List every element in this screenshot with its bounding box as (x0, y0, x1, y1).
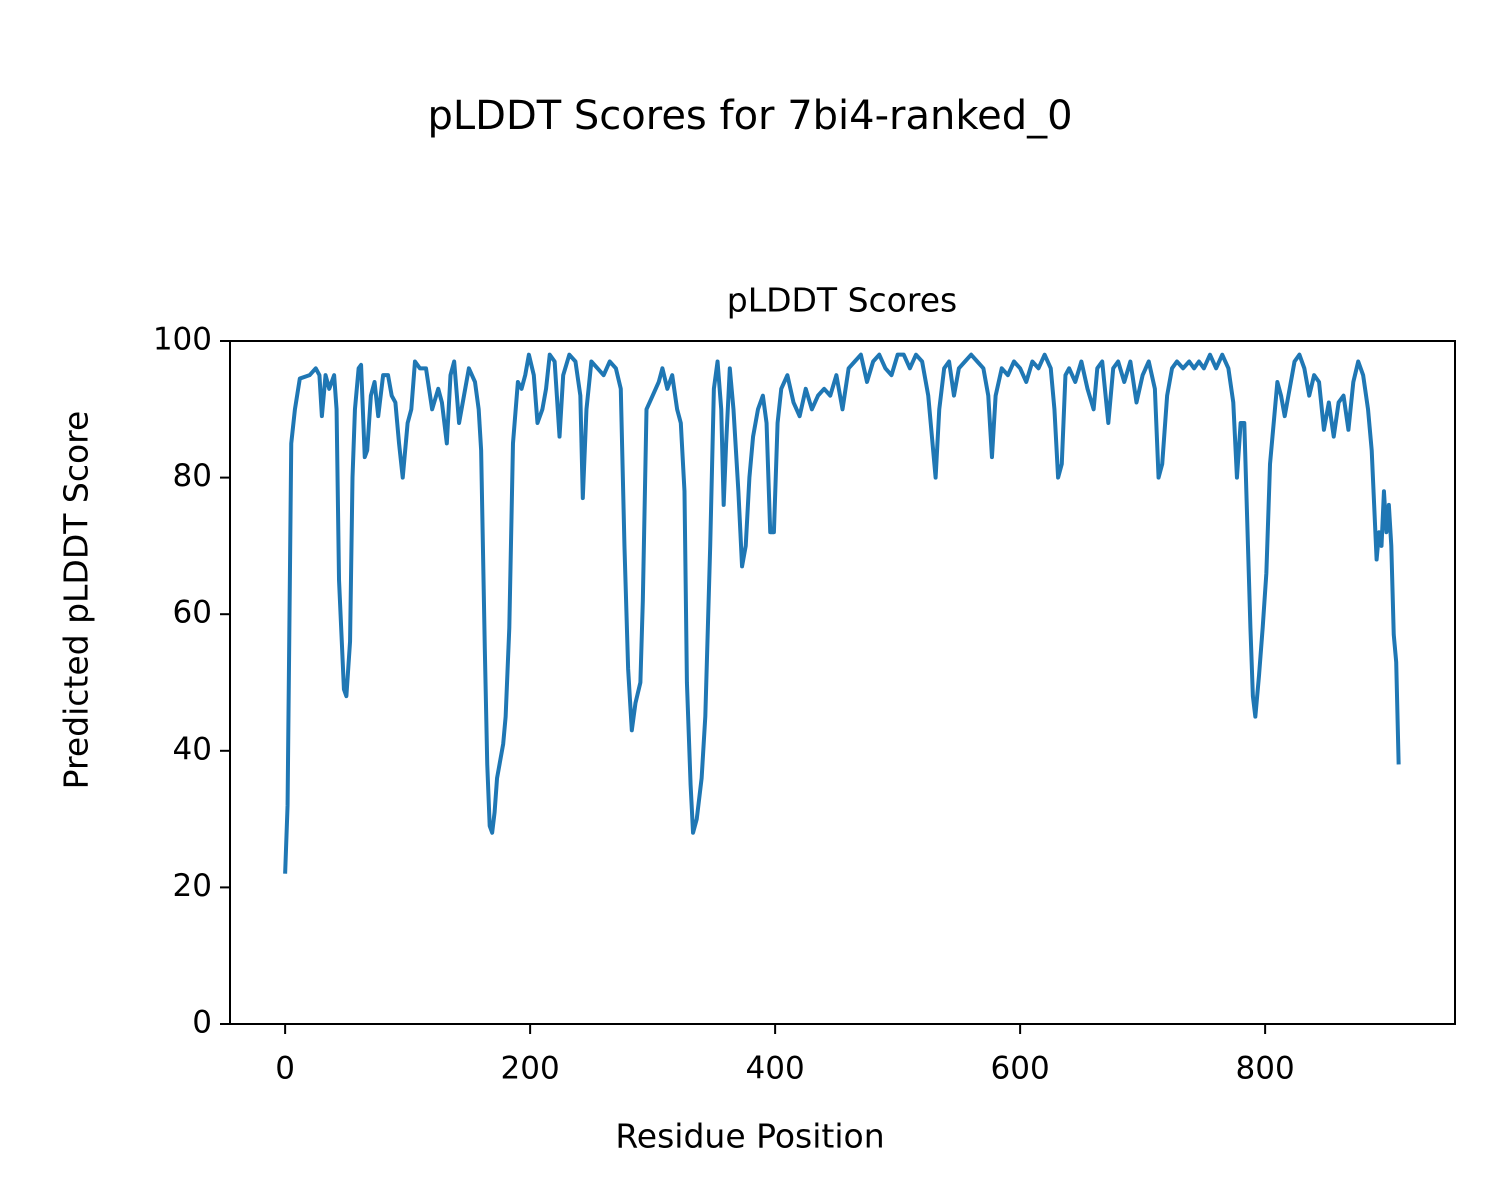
y-tick-label: 100 (153, 322, 212, 358)
x-axis-label: Residue Position (615, 1117, 884, 1156)
y-tick-label: 20 (173, 868, 212, 904)
x-tick-label: 200 (501, 1051, 560, 1087)
y-tick-label: 60 (173, 595, 212, 631)
plot-frame (229, 340, 1456, 1025)
x-tick-label: 0 (275, 1051, 295, 1087)
axes-title: pLDDT Scores (727, 281, 957, 320)
chart-title: pLDDT Scores for 7bi4-ranked_0 (427, 93, 1072, 139)
x-tick-label: 600 (991, 1051, 1050, 1087)
y-tick-label: 80 (173, 458, 212, 494)
y-tick-label: 0 (192, 1005, 212, 1041)
y-tick-label: 40 (173, 731, 212, 767)
data-line (283, 352, 1401, 874)
x-tick-label: 800 (1236, 1051, 1295, 1087)
y-axis-label: Predicted pLDDT Score (57, 411, 96, 790)
x-tick-label: 400 (746, 1051, 805, 1087)
